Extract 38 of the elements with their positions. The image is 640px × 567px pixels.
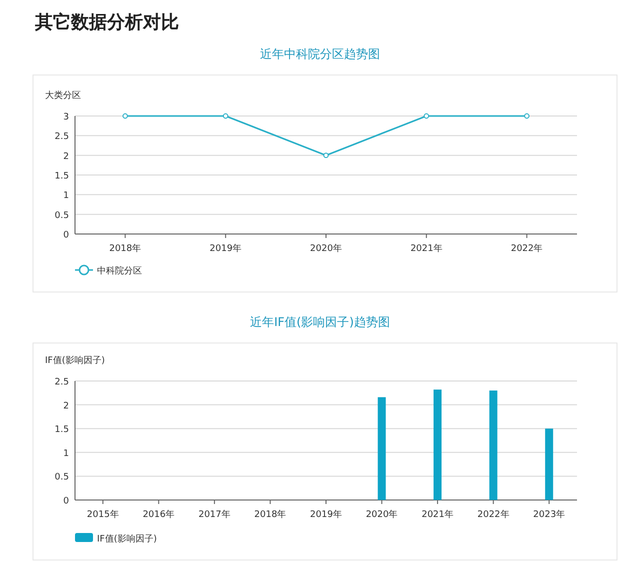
y-tick-label: 1.5 — [54, 172, 69, 182]
y-tick-label: 1 — [63, 191, 69, 202]
x-tick-label: 2015年 — [86, 509, 119, 520]
x-tick-label: 2022年 — [477, 509, 510, 520]
x-tick-label: 2021年 — [410, 243, 442, 254]
x-tick-label: 2023年 — [533, 509, 566, 520]
x-tick-label: 2021年 — [422, 509, 454, 520]
x-tick-label: 2019年 — [310, 509, 342, 520]
y-tick-label: 1.5 — [54, 425, 69, 436]
x-tick-label: 2019年 — [210, 243, 242, 254]
y-tick-label: 0.5 — [54, 472, 69, 483]
y-tick-label: 2.5 — [54, 378, 69, 388]
y-tick-label: 0 — [63, 230, 70, 240]
bar — [378, 397, 386, 500]
x-tick-label: 2020年 — [366, 509, 398, 520]
x-tick-label: 2020年 — [310, 243, 342, 254]
y-tick-label: 3 — [63, 112, 69, 122]
bar — [489, 390, 498, 500]
x-tick-label: 2016年 — [142, 509, 175, 520]
y-axis-title: IF值(影响因子) — [45, 355, 105, 366]
y-tick-label: 2.5 — [54, 132, 69, 142]
bar — [434, 390, 442, 500]
y-axis-title: 大类分区 — [45, 90, 81, 101]
legend-label: 中科院分区 — [97, 266, 142, 276]
chart-title: 近年IF值(影响因子)趋势图 — [250, 315, 390, 329]
y-tick-label: 2 — [63, 401, 69, 412]
text: 其它数据分析对比 — [34, 12, 179, 33]
x-tick-label: 2018年 — [254, 509, 286, 520]
y-tick-label: 0 — [63, 496, 70, 506]
x-tick-label: 2017年 — [198, 509, 230, 520]
y-tick-label: 0.5 — [54, 210, 69, 221]
chart-title: 近年中科院分区趋势图 — [260, 47, 380, 61]
legend-label: IF值(影响因子) — [97, 534, 157, 544]
x-tick-label: 2022年 — [510, 243, 543, 254]
x-tick-label: 2018年 — [109, 243, 142, 254]
y-tick-label: 1 — [63, 448, 69, 459]
bar — [545, 428, 554, 500]
y-tick-label: 2 — [63, 152, 69, 162]
